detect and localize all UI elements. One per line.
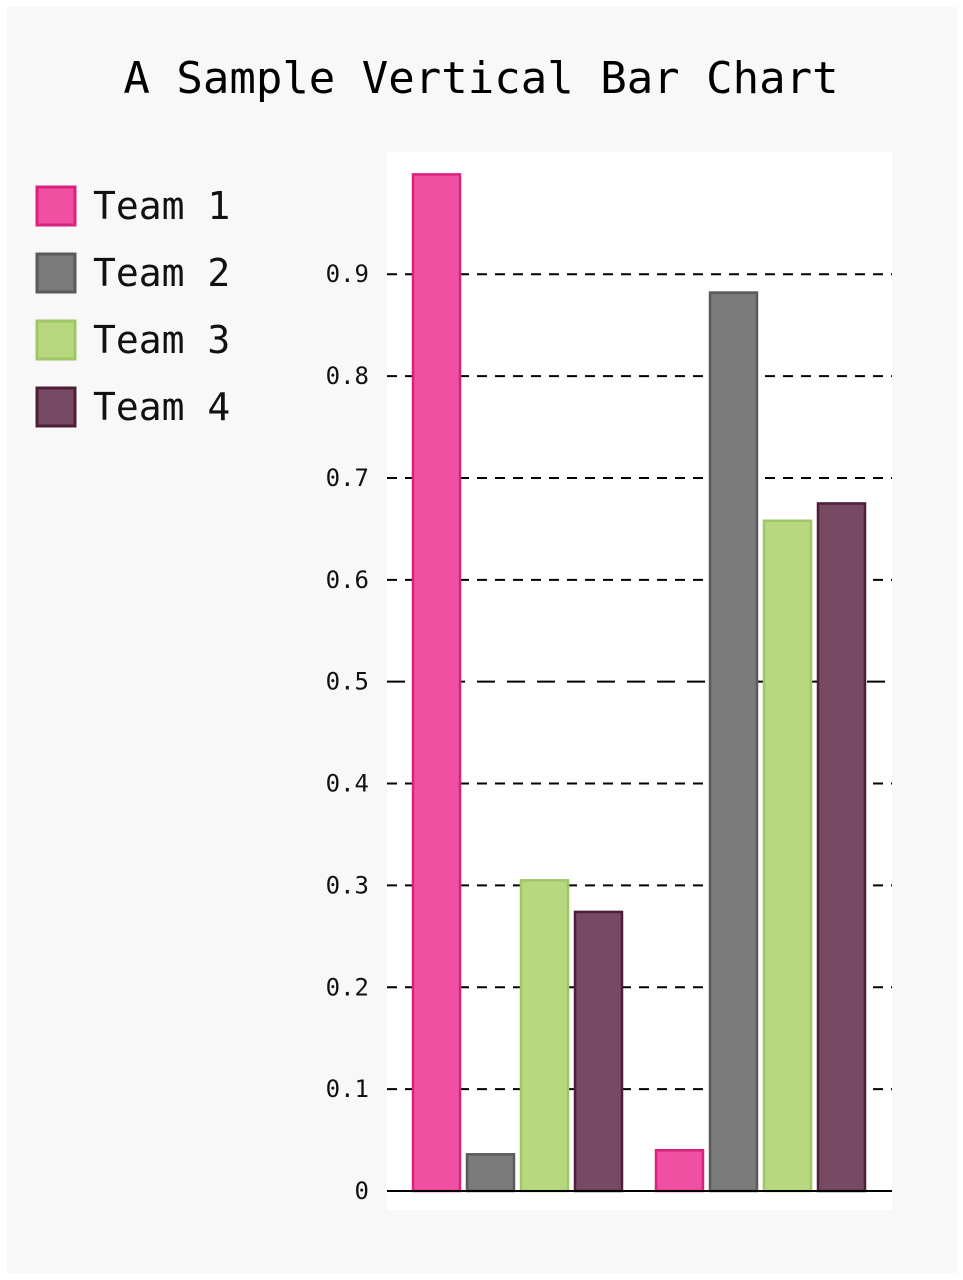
y-tick-label: 0 bbox=[355, 1177, 369, 1205]
y-tick-label: 0.8 bbox=[326, 362, 369, 390]
bar-team-4-group-2 bbox=[816, 502, 867, 1193]
bar-team-2-group-2 bbox=[708, 291, 759, 1193]
bar-team-1-group-2 bbox=[654, 1149, 705, 1193]
bar-chart: A Sample Vertical Bar Chart 0 0.1 0.2 0.3 0.… bbox=[35, 53, 892, 1210]
legend-swatch bbox=[35, 386, 77, 428]
bar-team-2-group-1 bbox=[465, 1153, 516, 1193]
bar-team-4-group-1 bbox=[573, 910, 624, 1193]
legend-label: Team 3 bbox=[93, 318, 230, 362]
y-tick-label: 0.6 bbox=[326, 566, 369, 594]
bar-team-3-group-2 bbox=[762, 519, 813, 1193]
y-tick-label: 0.2 bbox=[326, 973, 369, 1001]
y-axis-ticks: 0 0.1 0.2 0.3 0.4 0.5 0.6 0.7 0.8 0.9 bbox=[326, 260, 369, 1205]
bar-team-3-group-1 bbox=[519, 879, 570, 1193]
y-tick-label: 0.5 bbox=[326, 668, 369, 696]
bar-team-1-group-1 bbox=[411, 173, 462, 1193]
chart-title: A Sample Vertical Bar Chart bbox=[123, 53, 838, 104]
bars bbox=[411, 173, 867, 1193]
legend-label: Team 2 bbox=[93, 251, 230, 295]
legend-swatch bbox=[35, 252, 77, 294]
chart-container: A Sample Vertical Bar Chart 0 0.1 0.2 0.3 0.… bbox=[7, 7, 957, 1273]
y-tick-label: 0.4 bbox=[326, 770, 369, 798]
y-tick-label: 0.1 bbox=[326, 1075, 369, 1103]
legend: Team 1 Team 2 Team 3 Team 4 bbox=[35, 184, 230, 429]
legend-label: Team 1 bbox=[93, 184, 230, 228]
legend-swatch bbox=[35, 185, 77, 227]
y-tick-label: 0.3 bbox=[326, 871, 369, 899]
legend-label: Team 4 bbox=[93, 385, 230, 429]
y-tick-label: 0.9 bbox=[326, 260, 369, 288]
y-tick-label: 0.7 bbox=[326, 464, 369, 492]
legend-swatch bbox=[35, 319, 77, 361]
